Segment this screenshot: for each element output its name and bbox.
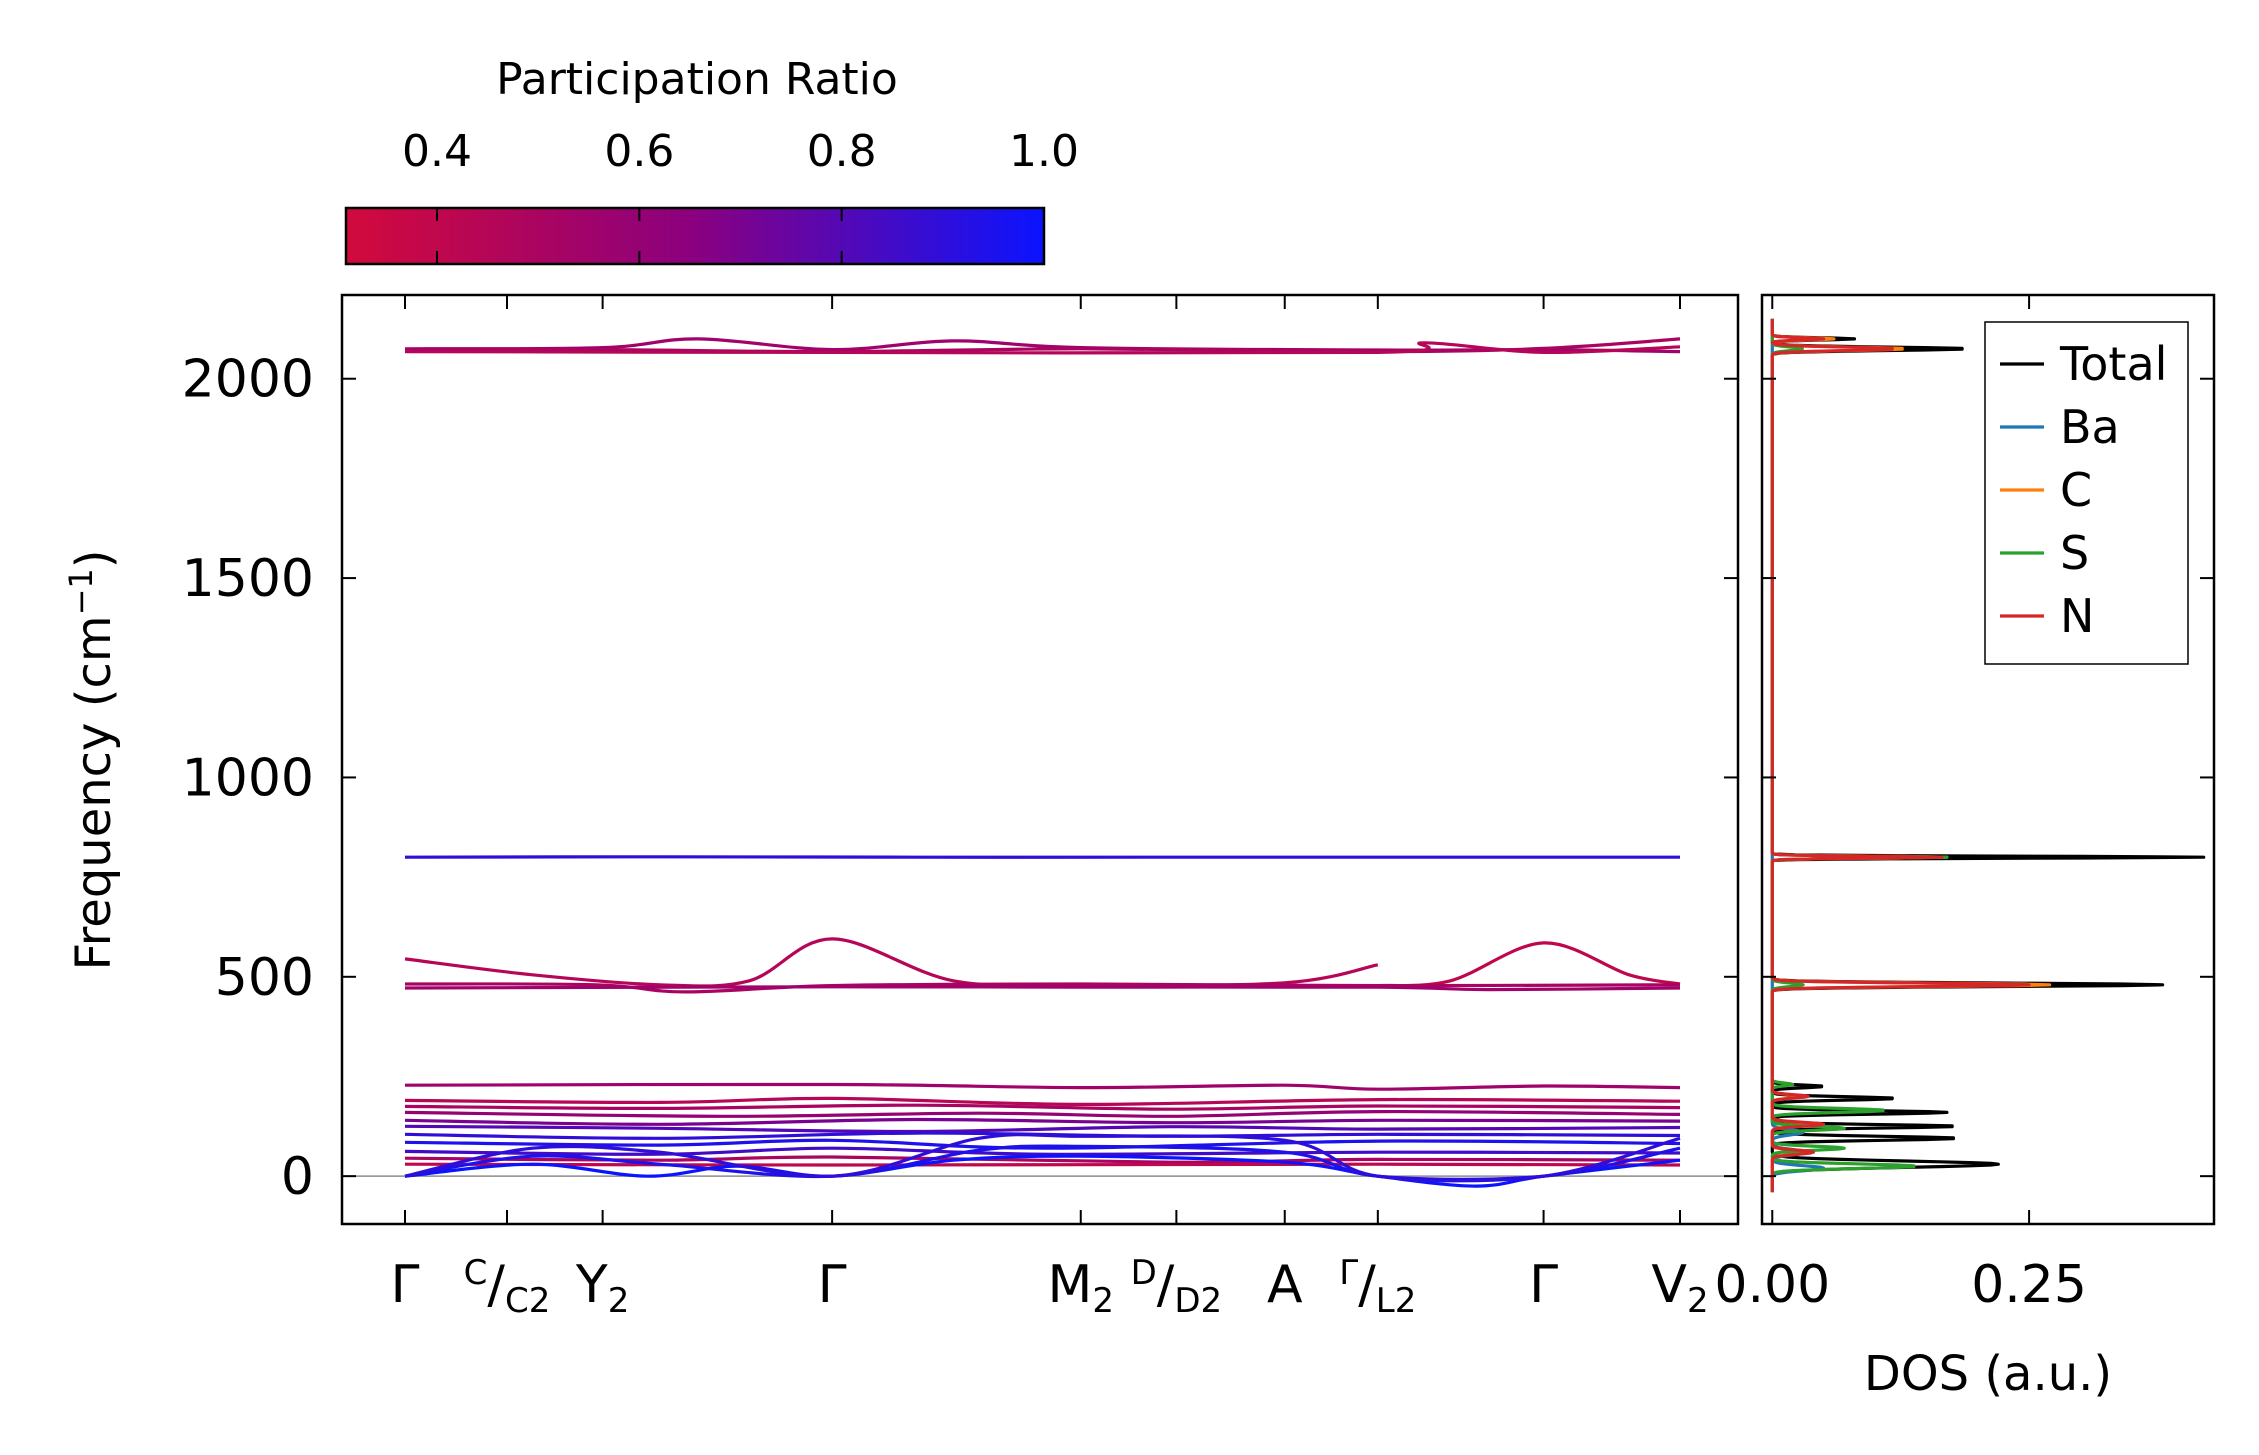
dos-legend: Total Ba CSN: [1984, 321, 2189, 665]
legend-items: Total Ba CSN: [2000, 337, 2167, 643]
path-label: D/D2: [1131, 1253, 1223, 1321]
legend-label: C: [2060, 463, 2092, 517]
band-line: [404, 1133, 1681, 1183]
path-label-to: C2: [505, 1281, 550, 1321]
band-line: [404, 341, 1681, 355]
band-vertical-lines: [404, 295, 1681, 1224]
path-label: Γ: [391, 1255, 420, 1315]
path-label: Γ: [818, 1255, 847, 1315]
band-line: [404, 1162, 1681, 1167]
band-lines: [342, 337, 1738, 1188]
band-y-tick-label: 0: [281, 1147, 314, 1207]
path-label: M2: [1047, 1255, 1114, 1321]
band-y-tick-label: 1000: [182, 748, 314, 808]
dos-series-line: [1770, 318, 1826, 1193]
ylabel-close: ): [66, 549, 122, 568]
path-label-sub: 2: [1092, 1281, 1114, 1321]
band-line: [404, 1117, 1681, 1126]
band-y-tick-label: 1500: [182, 549, 314, 609]
path-label-from: Γ: [1339, 1253, 1358, 1293]
path-label-slash: /: [1157, 1255, 1175, 1315]
path-label-main: Y: [575, 1255, 608, 1315]
band-line: [404, 1155, 1681, 1164]
colorbar: Participation Ratio 0.4 0.6 0.8 1.0: [344, 54, 1079, 266]
band-line: [404, 1154, 1681, 1188]
path-label: C/C2: [464, 1253, 551, 1321]
band-line: [404, 1082, 1681, 1091]
dos-ticks: 0.00 0.25: [1714, 295, 2214, 1315]
dos-lines: [1770, 318, 2206, 1193]
colorbar-tick-label: 0.4: [402, 126, 472, 177]
band-y-axis-label: Frequency (cm−1): [62, 549, 122, 970]
path-label-sub: 2: [608, 1281, 630, 1321]
band-line: [404, 1103, 1681, 1111]
colorbar-gradient: [344, 206, 1046, 266]
band-y-ticks: 0 500 1000 1500 2000: [182, 350, 1738, 1207]
path-label-slash: /: [1358, 1255, 1376, 1315]
dos-axes-frame: [1760, 293, 2216, 1226]
dos-panel: 0.00 0.25 DOS (a.u.) Total Ba CSN: [1714, 293, 2216, 1402]
legend-label: Total: [2059, 337, 2167, 391]
path-label: V2: [1651, 1255, 1708, 1321]
ylabel-superscript: −1: [62, 568, 100, 615]
band-line: [1377, 941, 1681, 988]
band-line: [404, 1124, 1681, 1134]
path-label: A: [1267, 1255, 1303, 1315]
colorbar-tick-label: 0.8: [807, 126, 877, 177]
ylabel-main: Frequency (cm: [66, 615, 122, 970]
path-label-from: C: [464, 1253, 488, 1293]
path-label: Y2: [575, 1255, 629, 1321]
dos-series-line: [1770, 318, 1949, 1193]
colorbar-tick-label: 0.6: [604, 126, 674, 177]
legend-label: S: [2060, 526, 2089, 580]
path-label-slash: /: [487, 1255, 505, 1315]
dos-x-axis-label: DOS (a.u.): [1864, 1346, 2112, 1402]
path-label: Γ/L2: [1339, 1253, 1416, 1321]
band-line: [404, 982, 1681, 994]
path-label-main: Γ: [818, 1255, 847, 1315]
band-line: [404, 1109, 1681, 1118]
legend-frame: [1984, 321, 2189, 665]
dos-x-tick-label: 0.00: [1714, 1255, 1830, 1315]
band-y-tick-label: 2000: [182, 350, 314, 410]
dos-x-tick-label: 0.25: [1971, 1255, 2087, 1315]
path-label-sub: 2: [1687, 1281, 1709, 1321]
colorbar-title: Participation Ratio: [496, 54, 898, 105]
path-label-to: L2: [1376, 1281, 1417, 1321]
band-y-tick-label: 500: [215, 948, 314, 1008]
band-line: [404, 1138, 1681, 1150]
path-label-main: V: [1651, 1255, 1687, 1315]
band-line: [404, 1096, 1681, 1107]
band-line: [404, 985, 1681, 992]
band-axes-frame: [340, 293, 1740, 1226]
path-label: Γ: [1529, 1255, 1558, 1315]
legend-label: Ba: [2060, 400, 2120, 454]
colorbar-ticks: 0.4 0.6 0.8 1.0: [402, 126, 1079, 264]
legend-label: N: [2060, 589, 2094, 643]
dos-series-line: [1770, 318, 2031, 1193]
band-line: [404, 937, 1379, 988]
path-label-to: D2: [1174, 1281, 1222, 1321]
band-line: [404, 337, 1681, 354]
path-label-main: M: [1047, 1255, 1092, 1315]
path-label-main: Γ: [391, 1255, 420, 1315]
band-line: [404, 1146, 1681, 1156]
path-label-main: Γ: [1529, 1255, 1558, 1315]
colorbar-tick-label: 1.0: [1009, 126, 1079, 177]
path-label-main: A: [1267, 1255, 1303, 1315]
band-path-labels: Γ C/C2 Y2 Γ M2D/D2 A Γ/L2 Γ V2: [391, 1253, 1709, 1321]
path-label-from: D: [1131, 1253, 1157, 1293]
